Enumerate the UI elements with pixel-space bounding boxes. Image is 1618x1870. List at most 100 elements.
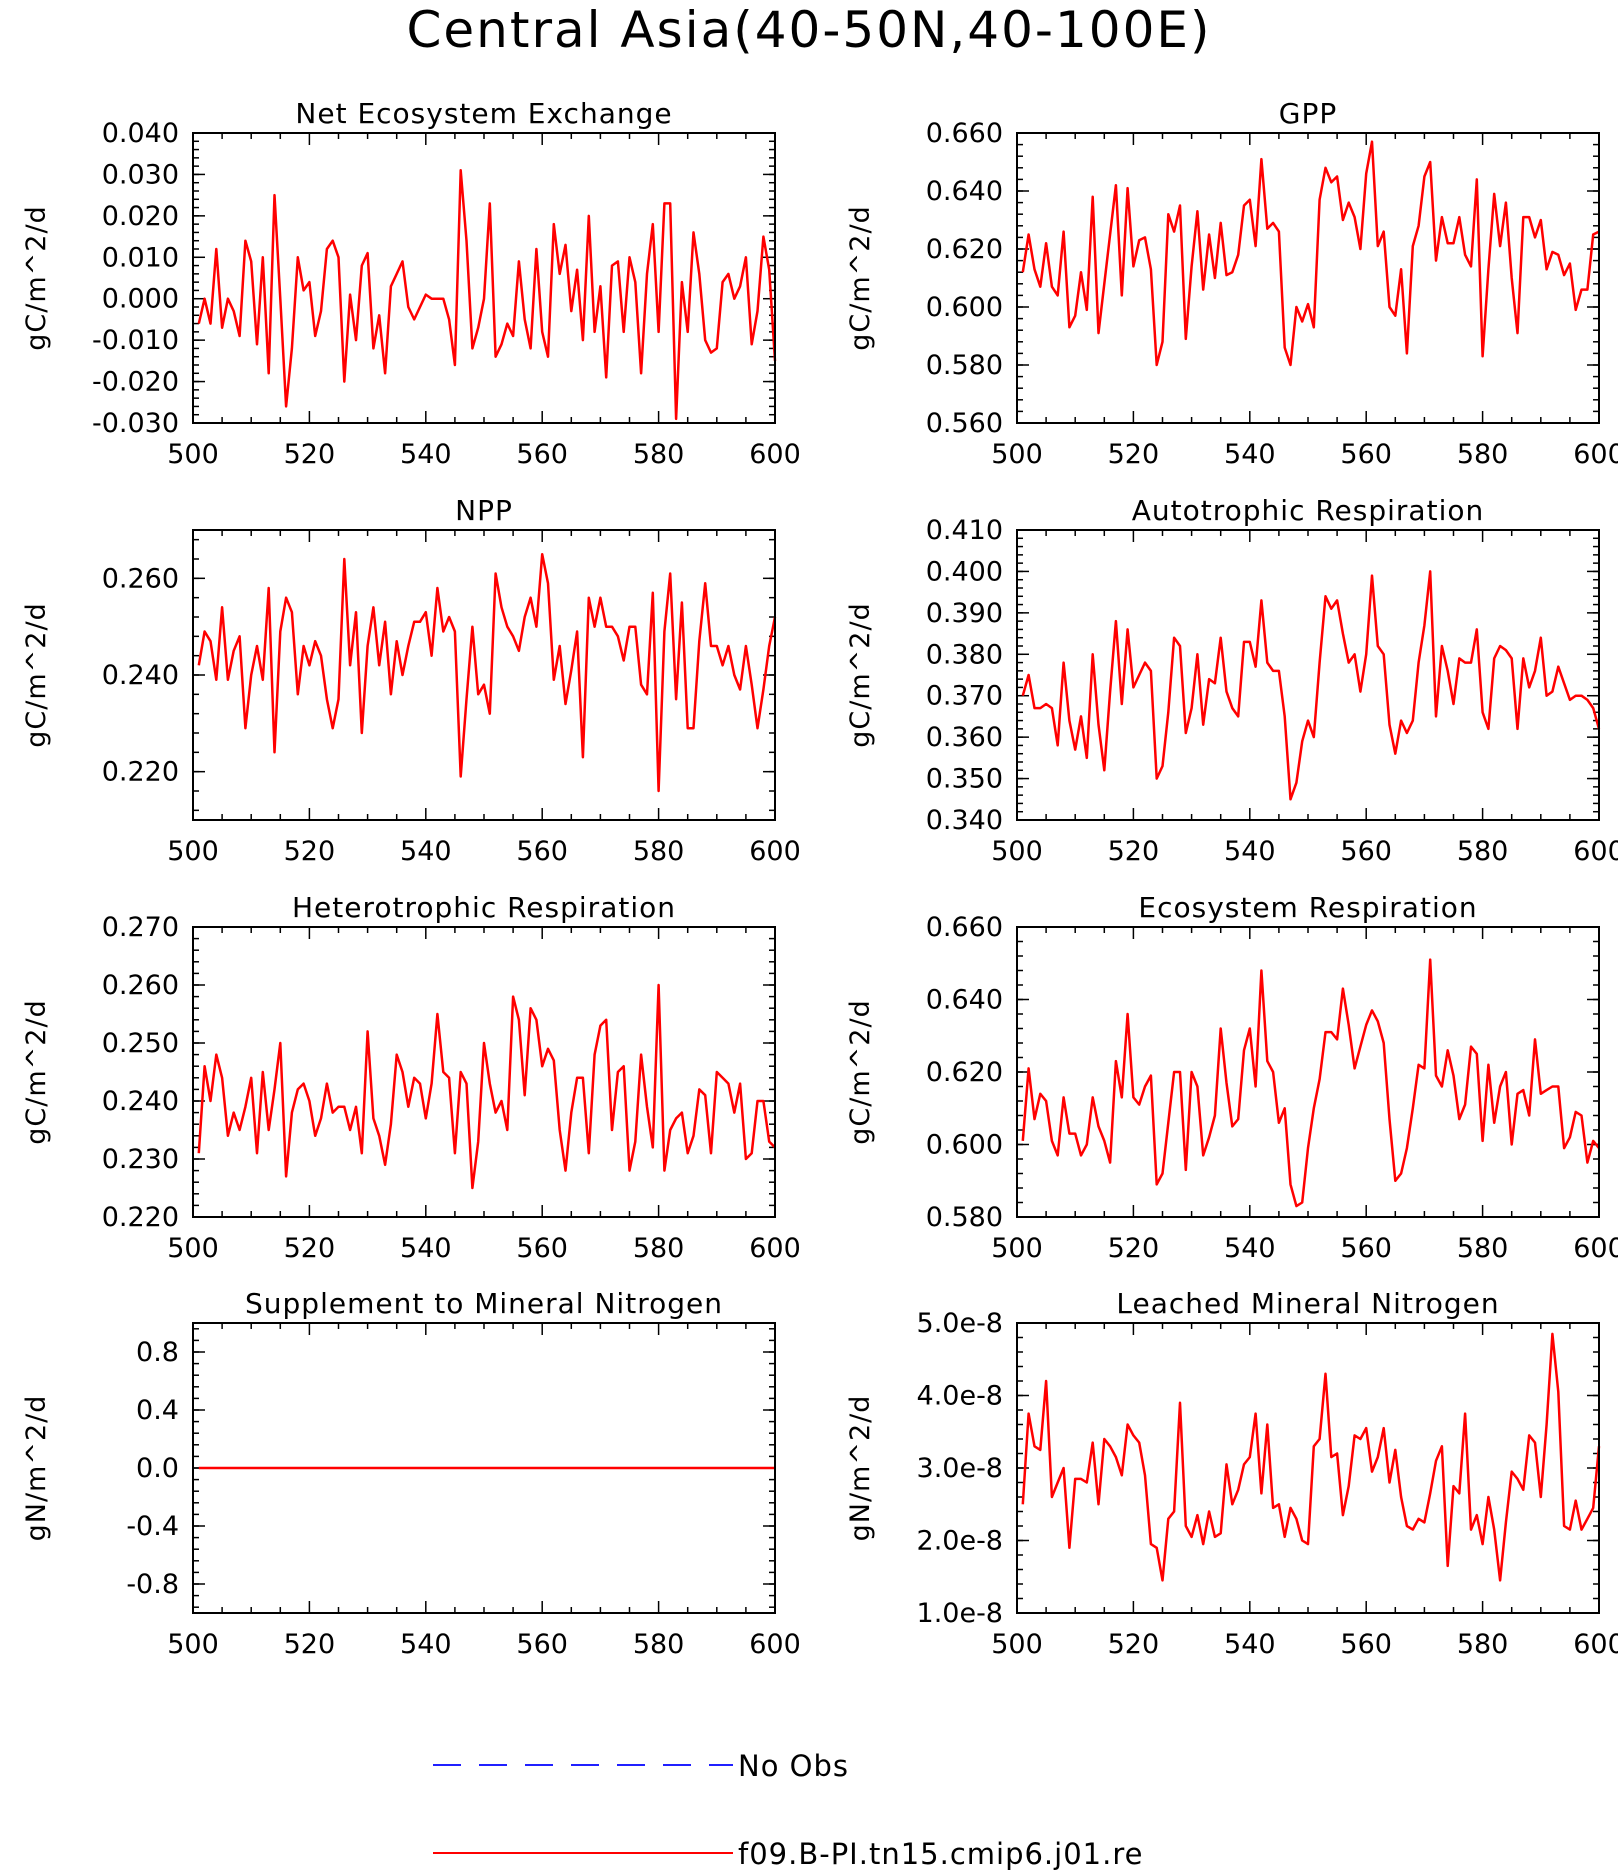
x-tick-label: 500: [167, 1629, 219, 1660]
x-tick-label: 520: [284, 836, 336, 867]
plot-frame: [192, 132, 776, 424]
x-tick-label: 580: [633, 1233, 685, 1264]
x-tick-label: 560: [1340, 1233, 1392, 1264]
y-tick-label: 0.030: [102, 159, 179, 190]
x-tick-label: 580: [1457, 836, 1509, 867]
x-tick-label: 500: [167, 836, 219, 867]
y-tick-label: 0.600: [926, 1130, 1003, 1161]
y-axis-label: gN/m^2/d: [21, 1395, 52, 1542]
y-tick-label: 0.250: [102, 1028, 179, 1059]
x-tick-label: 560: [1340, 1629, 1392, 1660]
y-tick-label: 0.410: [926, 515, 1003, 546]
panel-5: Heterotrophic Respiration gC/m^2/d 500 520 5…: [21, 891, 801, 1264]
x-tick-label: 580: [1457, 1629, 1509, 1660]
x-tick-label: 520: [1108, 836, 1160, 867]
panel-4: Autotrophic Respiration gC/m^2/d 500 520 540…: [845, 494, 1618, 867]
legend-item-no-obs: No Obs: [433, 1749, 849, 1783]
y-tick-label: 0.260: [102, 563, 179, 594]
y-tick-label: 2.0e-8: [917, 1526, 1003, 1557]
x-tick-label: 560: [1340, 439, 1392, 470]
x-tick-label: 500: [991, 1233, 1043, 1264]
series-line: [1021, 140, 1600, 367]
x-tick-label: 560: [1340, 836, 1392, 867]
y-axis-label: gC/m^2/d: [21, 205, 52, 350]
x-tick-label: 600: [749, 439, 801, 470]
panel-title: Leached Mineral Nitrogen: [1116, 1287, 1499, 1320]
plot-frame: [192, 1322, 776, 1614]
y-tick-label: 0.8: [136, 1337, 179, 1368]
x-tick-label: 540: [1224, 439, 1276, 470]
legend-label-model-run: f09.B-PI.tn15.cmip6.j01.re: [738, 1837, 1143, 1870]
y-tick-label: 0.390: [926, 598, 1003, 629]
y-tick-label: -0.030: [92, 408, 179, 439]
x-tick-label: 500: [991, 1629, 1043, 1660]
x-tick-label: 560: [516, 1233, 568, 1264]
legend: No Obs f09.B-PI.tn15.cmip6.j01.re: [433, 1749, 1143, 1870]
x-tick-label: 520: [284, 439, 336, 470]
series-line: [197, 169, 777, 421]
x-tick-label: 540: [400, 439, 452, 470]
y-tick-label: 0.360: [926, 722, 1003, 753]
y-tick-label: 0.350: [926, 764, 1003, 795]
series-line: [197, 983, 776, 1190]
plot-frame: [192, 926, 776, 1218]
main-title: Central Asia(40-50N,40-100E): [406, 1, 1211, 59]
y-tick-label: 5.0e-8: [917, 1308, 1003, 1339]
y-tick-label: 0.010: [102, 242, 179, 273]
panel-7: Supplement to Mineral Nitrogen gN/m^2/d 50…: [21, 1287, 801, 1660]
panel-1: Net Ecosystem Exchange gC/m^2/d 500 520 540 5…: [21, 97, 801, 470]
y-tick-label: 0.600: [926, 292, 1003, 323]
y-tick-label: 4.0e-8: [917, 1381, 1003, 1412]
x-tick-label: 500: [167, 1233, 219, 1264]
y-tick-label: 0.580: [926, 350, 1003, 381]
x-tick-label: 540: [400, 1629, 452, 1660]
y-tick-label: 0.230: [102, 1144, 179, 1175]
x-tick-label: 520: [284, 1233, 336, 1264]
y-axis-label: gC/m^2/d: [21, 999, 52, 1144]
x-tick-label: 600: [749, 1629, 801, 1660]
plot-frame: [1016, 132, 1600, 424]
x-tick-label: 580: [1457, 439, 1509, 470]
y-tick-label: 0.340: [926, 805, 1003, 836]
y-tick-label: 0.640: [926, 985, 1003, 1016]
y-tick-label: 3.0e-8: [917, 1453, 1003, 1484]
x-tick-label: 560: [516, 836, 568, 867]
x-tick-label: 500: [991, 836, 1043, 867]
x-tick-label: 520: [1108, 439, 1160, 470]
x-tick-label: 600: [1573, 1233, 1618, 1264]
y-axis-label: gC/m^2/d: [845, 999, 876, 1144]
x-tick-label: 600: [1573, 439, 1618, 470]
x-tick-label: 520: [1108, 1233, 1160, 1264]
x-tick-label: 580: [633, 439, 685, 470]
series-line: [1021, 1332, 1601, 1582]
y-tick-label: -0.010: [92, 325, 179, 356]
y-tick-label: 0.580: [926, 1202, 1003, 1233]
panel-title: Net Ecosystem Exchange: [295, 97, 672, 130]
y-axis-label: gN/m^2/d: [845, 1395, 876, 1542]
y-tick-label: -0.020: [92, 367, 179, 398]
y-tick-label: 0.370: [926, 681, 1003, 712]
y-tick-label: -0.8: [126, 1569, 179, 1600]
panel-6: Ecosystem Respiration gC/m^2/d 500 520 540 56…: [845, 891, 1618, 1264]
panel-3: NPP gC/m^2/d 500 520 540 560 580 600 0.220 0.240 0…: [21, 494, 801, 867]
y-axis-label: gC/m^2/d: [21, 602, 52, 747]
y-tick-label: 0.400: [926, 556, 1003, 587]
x-tick-label: 500: [167, 439, 219, 470]
panel-title: GPP: [1279, 97, 1337, 130]
plot-frame: [1016, 529, 1600, 821]
y-tick-label: 0.000: [102, 284, 179, 315]
panel-title: Ecosystem Respiration: [1138, 891, 1477, 924]
legend-label-no-obs: No Obs: [738, 1749, 849, 1783]
x-tick-label: 500: [991, 439, 1043, 470]
panel-title: Autotrophic Respiration: [1132, 494, 1484, 527]
x-tick-label: 600: [1573, 836, 1618, 867]
y-tick-label: 0.560: [926, 408, 1003, 439]
y-tick-label: 0.220: [102, 757, 179, 788]
y-tick-label: 0.220: [102, 1202, 179, 1233]
x-tick-label: 540: [1224, 1629, 1276, 1660]
y-tick-label: -0.4: [126, 1511, 179, 1542]
y-tick-label: 0.240: [102, 660, 179, 691]
y-tick-label: 0.0: [136, 1453, 179, 1484]
panel-title: Supplement to Mineral Nitrogen: [245, 1287, 723, 1320]
